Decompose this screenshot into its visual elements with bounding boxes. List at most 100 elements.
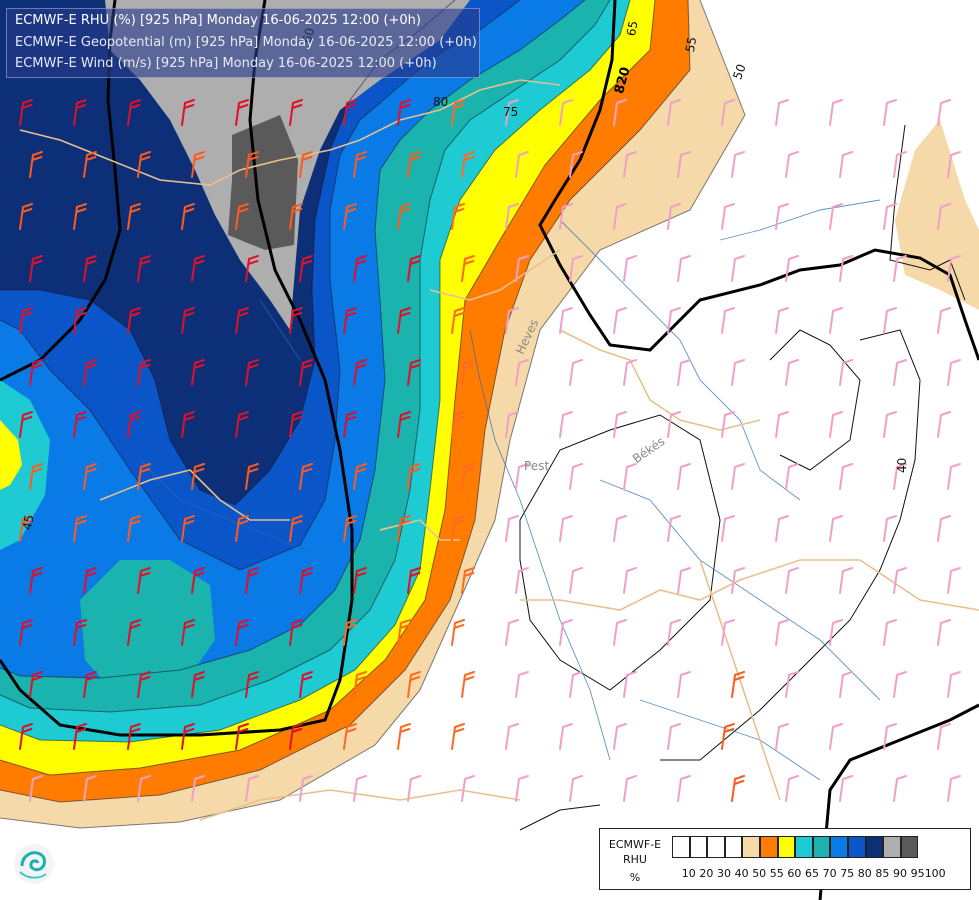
- wind-barb: [775, 99, 789, 126]
- wind-barb: [299, 151, 313, 178]
- wind-barb: [407, 359, 421, 386]
- wind-barb: [677, 775, 691, 802]
- wind-barb: [29, 255, 43, 282]
- wind-barb: [353, 775, 367, 802]
- wind-barb: [667, 99, 681, 126]
- wind-barb: [461, 255, 475, 282]
- wind-barb: [343, 619, 357, 646]
- wind-barb: [505, 619, 519, 646]
- wind-barb: [937, 515, 951, 542]
- wind-barb: [721, 203, 735, 230]
- legend-swatch: [672, 836, 690, 858]
- wind-barb: [397, 619, 411, 646]
- wind-barb: [127, 411, 141, 438]
- wind-barb: [289, 515, 303, 542]
- wind-barb: [883, 203, 897, 230]
- wind-barb: [19, 619, 33, 646]
- wind-barb: [451, 307, 465, 334]
- contour-label-65: 65: [624, 20, 640, 37]
- wind-barb: [397, 307, 411, 334]
- legend-tick-label: 85: [875, 867, 890, 880]
- wind-barb: [73, 619, 87, 646]
- wind-barb: [785, 463, 799, 490]
- contour-label-80: 80: [433, 95, 448, 109]
- contour-label-75: 75: [503, 105, 518, 119]
- wind-barb: [397, 411, 411, 438]
- wind-barb: [731, 359, 745, 386]
- legend-variable-label: RHU: [623, 853, 647, 866]
- wind-barb: [29, 775, 43, 802]
- wind-barb: [245, 671, 259, 698]
- wind-barb: [839, 671, 853, 698]
- wind-barb: [505, 723, 519, 750]
- wind-barb: [829, 307, 843, 334]
- wind-barb: [73, 307, 87, 334]
- wind-barb: [289, 203, 303, 230]
- wind-barb: [289, 99, 303, 126]
- wind-barb: [839, 359, 853, 386]
- wind-barb: [785, 671, 799, 698]
- wind-barb: [829, 515, 843, 542]
- wind-barb: [451, 619, 465, 646]
- wind-barb: [451, 723, 465, 750]
- wind-barb: [353, 671, 367, 698]
- wind-barb: [137, 151, 151, 178]
- wind-barb: [191, 775, 205, 802]
- wind-barb: [937, 307, 951, 334]
- wind-barb: [569, 359, 583, 386]
- wind-barb: [137, 775, 151, 802]
- legend-tick-label: 40: [734, 867, 749, 880]
- wind-barb: [559, 723, 573, 750]
- wind-barb: [73, 411, 87, 438]
- wind-barb: [127, 515, 141, 542]
- legend-model-label: ECMWF-E: [608, 838, 662, 851]
- wind-barb: [829, 99, 843, 126]
- wind-barb: [623, 359, 637, 386]
- wind-barb: [235, 203, 249, 230]
- legend-swatch: [689, 836, 708, 858]
- wind-barb: [731, 671, 745, 698]
- wind-barb: [569, 567, 583, 594]
- wind-barb: [893, 255, 907, 282]
- wind-barb: [245, 151, 259, 178]
- wind-barb: [515, 359, 529, 386]
- legend-tick-label: 20: [699, 867, 714, 880]
- wind-barb: [289, 307, 303, 334]
- wind-barb: [181, 515, 195, 542]
- wind-barb: [947, 671, 961, 698]
- wind-barb: [731, 463, 745, 490]
- legend-tick-label: 65: [805, 867, 819, 880]
- wind-barb: [947, 463, 961, 490]
- wind-barb: [677, 359, 691, 386]
- wind-barb: [623, 255, 637, 282]
- wind-barb: [299, 671, 313, 698]
- wind-barb: [181, 203, 195, 230]
- wind-barb: [407, 567, 421, 594]
- contour-label-50: 50: [730, 62, 748, 81]
- wind-barb: [785, 359, 799, 386]
- wind-barb: [299, 359, 313, 386]
- wind-barb: [839, 567, 853, 594]
- wind-barb: [883, 411, 897, 438]
- wind-barb: [937, 203, 951, 230]
- wind-barb: [397, 203, 411, 230]
- wind-barb: [721, 307, 735, 334]
- wind-barb: [19, 411, 33, 438]
- wind-barb: [461, 567, 475, 594]
- rhu-thin-lines: [519, 124, 966, 831]
- wind-barb: [461, 775, 475, 802]
- legend-tick-label: 70: [822, 867, 837, 880]
- wind-barb: [829, 723, 843, 750]
- wind-barb: [775, 203, 789, 230]
- rhu-left-band-a: [0, 380, 50, 550]
- legend-swatch: [900, 836, 919, 858]
- wind-barb: [721, 619, 735, 646]
- wind-barb: [235, 99, 249, 126]
- wind-barb: [775, 411, 789, 438]
- rhu-left-band-b: [0, 420, 22, 490]
- wind-barb: [73, 515, 87, 542]
- contour-labels: 65 55 50 60 75 80 820 40 45: [20, 20, 909, 531]
- wind-barb: [613, 515, 627, 542]
- wind-barb: [191, 359, 205, 386]
